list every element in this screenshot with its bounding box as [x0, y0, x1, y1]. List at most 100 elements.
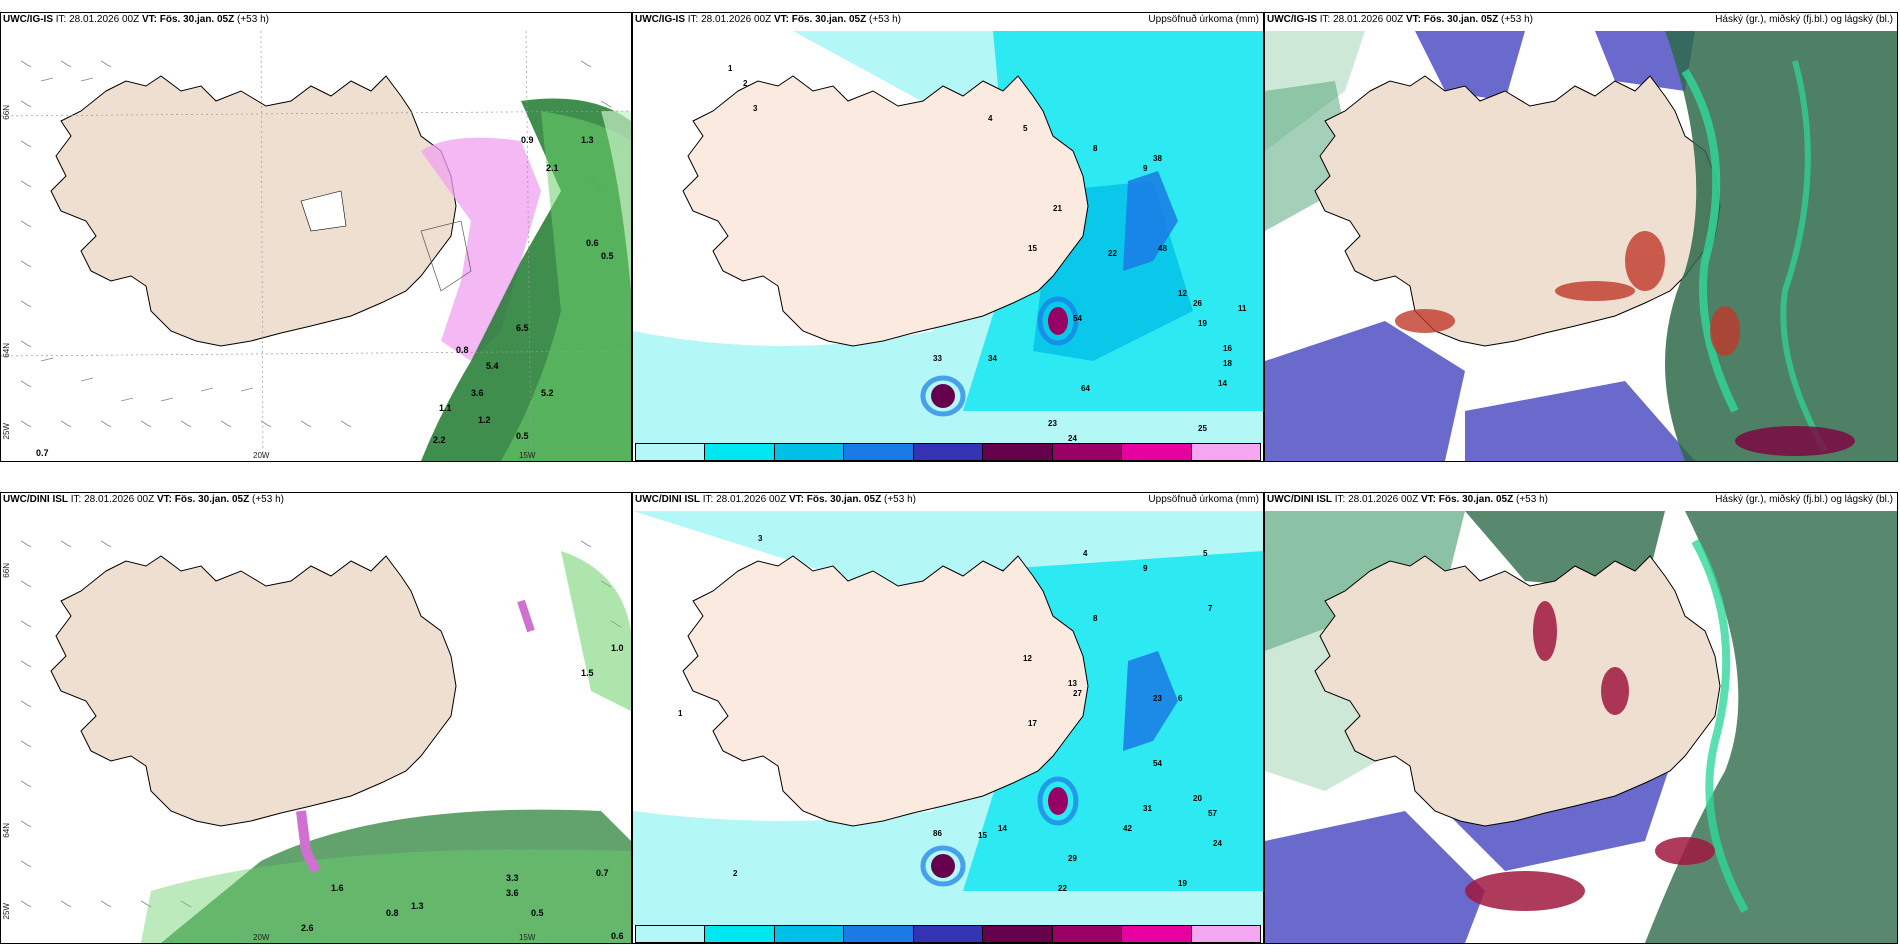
- wind-barbs: [20, 60, 622, 428]
- legend-cell: [844, 926, 914, 942]
- precip-val: 19: [1198, 319, 1207, 328]
- precip-val: 19: [1178, 879, 1187, 888]
- panel-title-right: Háský (gr.), miðský (fj.bl.) og lágský (…: [1715, 14, 1893, 25]
- precip-val: 9: [1143, 164, 1148, 173]
- panel-header: UWC/DINI ISL IT: 28.01.2026 00Z VT: Fös.…: [1267, 494, 1548, 505]
- legend-color-bar: [635, 925, 1261, 943]
- map-panel-bottom-middle: UWC/DINI ISL IT: 28.01.2026 00Z VT: Fös.…: [632, 492, 1264, 944]
- legend-color-bar: [635, 443, 1261, 461]
- wind-val: 1.0: [611, 643, 624, 653]
- lat-66n-label: 66N: [2, 105, 11, 120]
- precip-val: 6: [1178, 694, 1183, 703]
- precip-val: 1: [728, 64, 733, 73]
- lat-64n-label: 64N: [2, 343, 11, 358]
- map-panel-bottom-right: UWC/DINI ISL IT: 28.01.2026 00Z VT: Fös.…: [1264, 492, 1898, 944]
- wind-val: 1.3: [581, 135, 594, 145]
- wind-val: 1.5: [581, 668, 594, 678]
- wind-val: 3.6: [506, 888, 519, 898]
- wind-values: 1.0 1.5 0.7 0.8 1.3 0.5 3.3 3.6 2.6 0.6 …: [301, 643, 624, 941]
- lon-25w-label: 25W: [2, 903, 11, 920]
- wind-val: 0.6: [611, 931, 624, 941]
- legend-cell: [913, 444, 984, 460]
- panel-header: UWC/IG-IS IT: 28.01.2026 00Z VT: Fös. 30…: [1267, 14, 1533, 25]
- wind-barbs: [20, 540, 622, 908]
- cloud-cover-map: [1265, 511, 1897, 943]
- precip-val: 54: [1153, 759, 1162, 768]
- precip-val: 86: [933, 829, 942, 838]
- precip-val: 64: [1081, 384, 1090, 393]
- wind-val: 1.1: [439, 403, 452, 413]
- precip-val: 13: [1068, 679, 1077, 688]
- lat-64n-label: 64N: [2, 823, 11, 838]
- wind-val: 1.2: [478, 415, 491, 425]
- precip-val: 22: [1058, 884, 1067, 893]
- panel-header: UWC/DINI ISL IT: 28.01.2026 00Z VT: Fös.…: [635, 494, 916, 505]
- precip-val: 3: [758, 534, 763, 543]
- precip-val: 21: [1053, 204, 1062, 213]
- high-cloud-patches: [1465, 601, 1715, 911]
- map-panel-top-right: UWC/IG-IS IT: 28.01.2026 00Z VT: Fös. 30…: [1264, 12, 1898, 462]
- precip-val: 23: [1153, 694, 1162, 703]
- legend-cell: [1052, 444, 1123, 460]
- precipitation-map: 1 2 3 4 5 6 7 8 9 12 13 14 15 17 19 20 2…: [633, 511, 1263, 925]
- precip-val: 16: [1223, 344, 1232, 353]
- lon-25w-label: 25W: [2, 423, 11, 440]
- wind-val: 0.8: [456, 345, 469, 355]
- lon-20w-label: 20W: [253, 451, 270, 460]
- precip-val: 1: [678, 709, 683, 718]
- legend-cell: [705, 444, 775, 460]
- legend-cell: [1191, 926, 1260, 942]
- precip-val: 27: [1073, 689, 1082, 698]
- precip-val: 15: [1028, 244, 1037, 253]
- precip-val: 57: [1208, 809, 1217, 818]
- wind-val: 6.5: [516, 323, 529, 333]
- precip-val: 5: [1203, 549, 1208, 558]
- panel-title-right: Uppsöfnuð úrkoma (mm): [1148, 494, 1259, 505]
- precip-val: 8: [1093, 614, 1098, 623]
- precip-val: 17: [1028, 719, 1037, 728]
- wind-val: 2.1: [546, 163, 559, 173]
- legend-cell: [1122, 444, 1192, 460]
- wind-val: 3.3: [506, 873, 519, 883]
- legend-cell: [983, 926, 1053, 942]
- precip-val: 12: [1023, 654, 1032, 663]
- legend-cell: [774, 926, 845, 942]
- precip-legend: [633, 443, 1263, 461]
- wind-snow-map: 1.0 1.5 0.7 0.8 1.3 0.5 3.3 3.6 2.6 0.6 …: [1, 511, 631, 943]
- precip-val: 2: [743, 79, 748, 88]
- wind-val: 0.5: [516, 431, 529, 441]
- precip-val: 54: [1073, 314, 1082, 323]
- precip-values: 1 2 3 4 5 6 7 8 9 12 13 14 15 17 19 20 2…: [678, 534, 1222, 893]
- precip-val: 48: [1158, 244, 1167, 253]
- wind-snow-map: 0.9 1.3 2.1 0.6 0.5 0.8 5.4 3.6 1.1 1.2 …: [1, 31, 631, 461]
- wind-val: 0.5: [531, 908, 544, 918]
- precip-val: 8: [1093, 144, 1098, 153]
- wind-val: 0.7: [36, 448, 49, 458]
- legend-cell: [913, 926, 984, 942]
- legend-cell: [844, 444, 914, 460]
- panel-title-right: Uppsöfnuð úrkoma (mm): [1148, 14, 1259, 25]
- wind-val: 0.8: [386, 908, 399, 918]
- precip-val: 34: [988, 354, 997, 363]
- panel-header: UWC/IG-IS IT: 28.01.2026 00Z VT: Fös. 30…: [635, 14, 901, 25]
- precip-val: 15: [978, 831, 987, 840]
- panel-header: UWC/DINI ISL IT: 28.01.2026 00Z VT: Fös.…: [3, 494, 284, 505]
- wind-val: 2.2: [433, 435, 446, 445]
- wind-val: 5.2: [541, 388, 554, 398]
- precip-val: 33: [933, 354, 942, 363]
- lon-15w-label: 15W: [519, 451, 536, 460]
- precip-val: 5: [1023, 124, 1028, 133]
- precip-val: 3: [753, 104, 758, 113]
- wind-val: 1.6: [331, 883, 344, 893]
- wind-val: 0.7: [596, 868, 609, 878]
- precip-values: 1 2 3 4 5 8 9 11 12 14 15 16 18 19 21 22…: [728, 64, 1247, 443]
- map-panel-bottom-left: UWC/DINI ISL IT: 28.01.2026 00Z VT: Fös.…: [0, 492, 632, 944]
- precip-val: 7: [1208, 604, 1213, 613]
- lon-15w-label: 15W: [519, 933, 536, 942]
- wind-val: 0.6: [586, 238, 599, 248]
- legend-cell: [636, 926, 706, 942]
- precip-val: 22: [1108, 249, 1117, 258]
- snow-shading: [300, 98, 631, 461]
- legend-cell: [1122, 926, 1192, 942]
- precip-val: 12: [1178, 289, 1187, 298]
